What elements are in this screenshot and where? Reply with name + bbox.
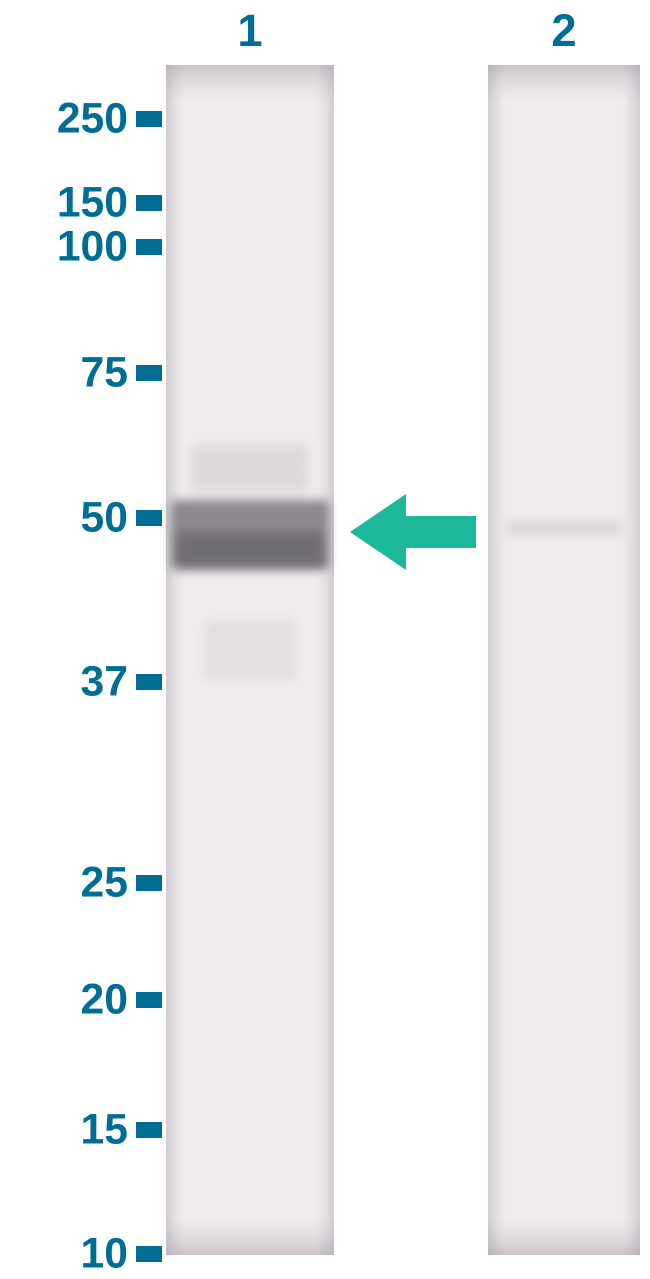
mw-tick-75 bbox=[136, 365, 162, 381]
mw-tick-15 bbox=[136, 1122, 162, 1138]
mw-label-37: 37 bbox=[81, 658, 128, 707]
mw-label-150: 150 bbox=[57, 179, 128, 228]
mw-label-25: 25 bbox=[81, 859, 128, 908]
mw-tick-20 bbox=[136, 992, 162, 1008]
figure-canvas: 1225015010075503725201510 bbox=[0, 0, 650, 1269]
band-lane1-1 bbox=[176, 532, 324, 568]
mw-tick-150 bbox=[136, 195, 162, 211]
band-lane1-2 bbox=[191, 445, 309, 491]
lane-label-1: 1 bbox=[237, 5, 262, 57]
mw-tick-50 bbox=[136, 510, 162, 526]
blot-lane-2 bbox=[488, 65, 640, 1255]
mw-tick-10 bbox=[136, 1246, 162, 1262]
band-lane2-4 bbox=[505, 521, 624, 535]
mw-tick-37 bbox=[136, 674, 162, 690]
mw-tick-25 bbox=[136, 875, 162, 891]
target-arrow-icon bbox=[350, 490, 476, 574]
mw-label-50: 50 bbox=[81, 494, 128, 543]
mw-tick-250 bbox=[136, 111, 162, 127]
mw-label-250: 250 bbox=[57, 95, 128, 144]
mw-label-75: 75 bbox=[81, 349, 128, 398]
mw-label-10: 10 bbox=[81, 1230, 128, 1279]
mw-label-100: 100 bbox=[57, 223, 128, 272]
mw-label-15: 15 bbox=[81, 1106, 128, 1155]
lane-label-2: 2 bbox=[551, 5, 576, 57]
mw-tick-100 bbox=[136, 239, 162, 255]
mw-label-20: 20 bbox=[81, 976, 128, 1025]
band-lane1-3 bbox=[204, 620, 296, 680]
